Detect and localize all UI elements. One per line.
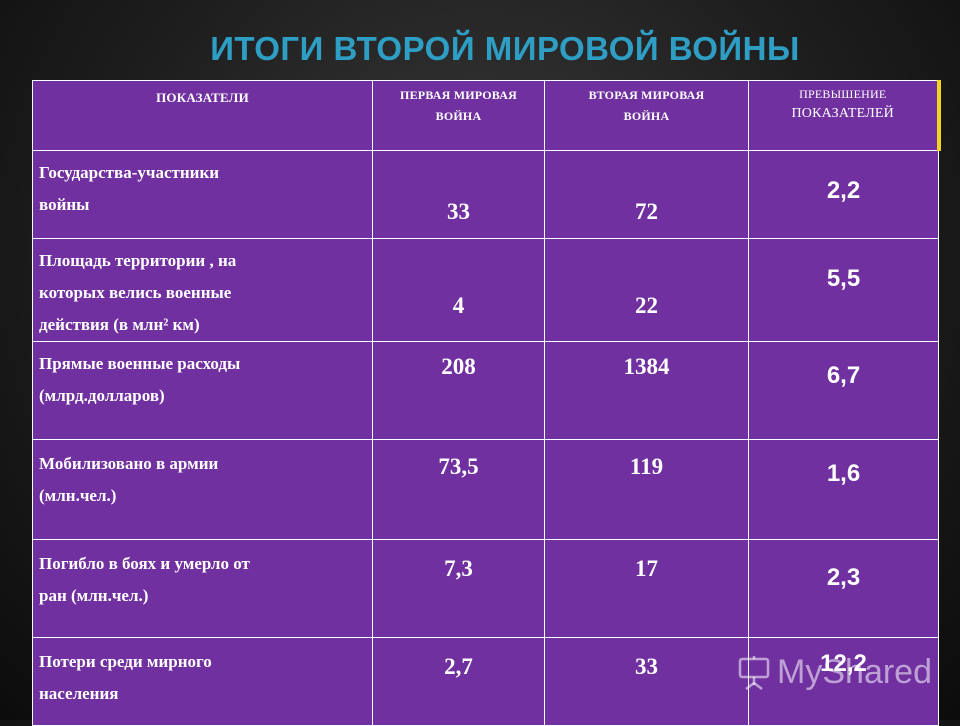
header-ww2-text: ВТОРАЯ МИРОВАЯ ВОЙНА [545, 81, 748, 127]
header-excess-line2: ПОКАЗАТЕЛЕЙ [791, 106, 894, 121]
ww1-cell: 7,3 [372, 539, 545, 638]
row-label: Потери среди мирного населения [33, 638, 372, 710]
ww1-value: 208 [441, 354, 476, 379]
watermark: MyShared [737, 653, 932, 692]
header-excess: ПРЕВЫШЕНИЕ ПОКАЗАТЕЛЕЙ [748, 80, 941, 151]
row-label-cell: Площадь территории , на которых велись в… [32, 238, 373, 342]
row-label-cell: Погибло в боях и умерло от ран (млн.чел.… [32, 539, 373, 638]
header-ww1-text: ПЕРВАЯ МИРОВАЯ ВОЙНА [373, 81, 544, 127]
table-row: Государства-участники войны 33 72 2,2 [32, 150, 939, 239]
row-label-cell: Потери среди мирного населения [32, 637, 373, 726]
ww2-value: 1384 [623, 354, 670, 379]
ww2-cell: 22 [544, 238, 749, 342]
ww1-value: 2,7 [444, 654, 473, 679]
ratio-cell: 5,5 [748, 238, 939, 342]
row-label: Погибло в боях и умерло от ран (млн.чел.… [33, 540, 372, 612]
table-row: Погибло в боях и умерло от ран (млн.чел.… [32, 539, 939, 638]
header-ww1: ПЕРВАЯ МИРОВАЯ ВОЙНА [372, 80, 545, 151]
table-row: Потери среди мирного населения 2,7 33 12… [32, 637, 939, 726]
header-excess-line1: ПРЕВЫШЕНИЕ [799, 87, 887, 101]
ww1-value: 33 [447, 199, 470, 224]
ratio-value: 1,6 [826, 460, 861, 487]
row-label-line: действия (в млн² км) [39, 315, 200, 334]
row-label-line: Мобилизовано в армии [39, 454, 219, 473]
ratio-cell: 2,3 [748, 539, 939, 638]
row-label-line: Прямые военные расходы [39, 354, 241, 373]
ratio-value: 5,5 [826, 265, 861, 292]
header-ww2-line1: ВТОРАЯ МИРОВАЯ [588, 88, 705, 102]
ratio-value: 6,7 [826, 362, 861, 389]
ratio-value: 2,2 [826, 177, 861, 204]
row-label-cell: Мобилизовано в армии (млн.чел.) [32, 439, 373, 540]
row-label-line: Погибло в боях и умерло от [39, 554, 250, 573]
watermark-text: MyShared [777, 653, 932, 691]
header-ww2-line2: ВОЙНА [623, 109, 670, 123]
presentation-icon [738, 655, 770, 690]
row-label-line: (млрд.долларов) [39, 386, 165, 405]
ww2-cell: 72 [544, 150, 749, 239]
ww2-cell: 33 [544, 637, 749, 726]
ww1-value: 4 [452, 293, 465, 318]
ww2-value: 119 [629, 454, 664, 479]
row-label-line: (млн.чел.) [39, 486, 117, 505]
header-row: ПОКАЗАТЕЛИ ПЕРВАЯ МИРОВАЯ ВОЙНА ВТОРАЯ М… [32, 80, 941, 151]
table-row: Мобилизовано в армии (млн.чел.) 73,5 119… [32, 439, 939, 540]
row-label-line: которых велись военные [39, 283, 232, 302]
row-label-line: Государства-участники [39, 163, 220, 182]
ratio-value: 12,2 [820, 650, 867, 677]
ww2-cell: 1384 [544, 341, 749, 440]
results-table: ПОКАЗАТЕЛИ ПЕРВАЯ МИРОВАЯ ВОЙНА ВТОРАЯ М… [32, 80, 941, 726]
ww1-cell: 208 [372, 341, 545, 440]
ratio-cell: 6,7 [748, 341, 939, 440]
table-row: Площадь территории , на которых велись в… [32, 238, 939, 342]
header-excess-text: ПРЕВЫШЕНИЕ ПОКАЗАТЕЛЕЙ [749, 81, 937, 123]
ww1-cell: 4 [372, 238, 545, 342]
ratio-value: 2,3 [826, 564, 861, 591]
ww2-value: 33 [635, 654, 658, 679]
row-label: Прямые военные расходы (млрд.долларов) [33, 342, 372, 412]
row-label: Площадь территории , на которых велись в… [33, 239, 372, 341]
table-row: Прямые военные расходы (млрд.долларов) 2… [32, 341, 939, 440]
ww2-value: 22 [635, 293, 658, 318]
header-ww1-line2: ВОЙНА [435, 109, 482, 123]
slide-title: ИТОГИ ВТОРОЙ МИРОВОЙ ВОЙНЫ [210, 30, 800, 67]
ratio-cell: 12,2 [748, 637, 939, 726]
row-label-cell: Прямые военные расходы (млрд.долларов) [32, 341, 373, 440]
row-label: Государства-участники войны [33, 151, 372, 221]
row-label-cell: Государства-участники войны [32, 150, 373, 239]
header-ww1-line1: ПЕРВАЯ МИРОВАЯ [400, 88, 517, 102]
ww2-cell: 119 [544, 439, 749, 540]
row-label-line: Потери среди мирного [39, 652, 212, 671]
ww1-value: 73,5 [438, 454, 479, 479]
ww1-value: 7,3 [444, 556, 473, 581]
row-label-line: Площадь территории , на [39, 251, 237, 270]
ww2-value: 72 [635, 199, 658, 224]
ww2-value: 17 [635, 556, 658, 581]
ww1-cell: 2,7 [372, 637, 545, 726]
row-label-line: населения [39, 684, 119, 703]
row-label: Мобилизовано в армии (млн.чел.) [33, 440, 372, 512]
header-ww2: ВТОРАЯ МИРОВАЯ ВОЙНА [544, 80, 749, 151]
ww1-cell: 73,5 [372, 439, 545, 540]
row-label-line: войны [39, 195, 90, 214]
ratio-cell: 1,6 [748, 439, 939, 540]
row-label-line: ран (млн.чел.) [39, 586, 149, 605]
ww2-cell: 17 [544, 539, 749, 638]
ratio-cell: 2,2 [748, 150, 939, 239]
header-indicators: ПОКАЗАТЕЛИ [32, 80, 373, 151]
ww1-cell: 33 [372, 150, 545, 239]
header-indicators-text: ПОКАЗАТЕЛИ [156, 90, 249, 105]
